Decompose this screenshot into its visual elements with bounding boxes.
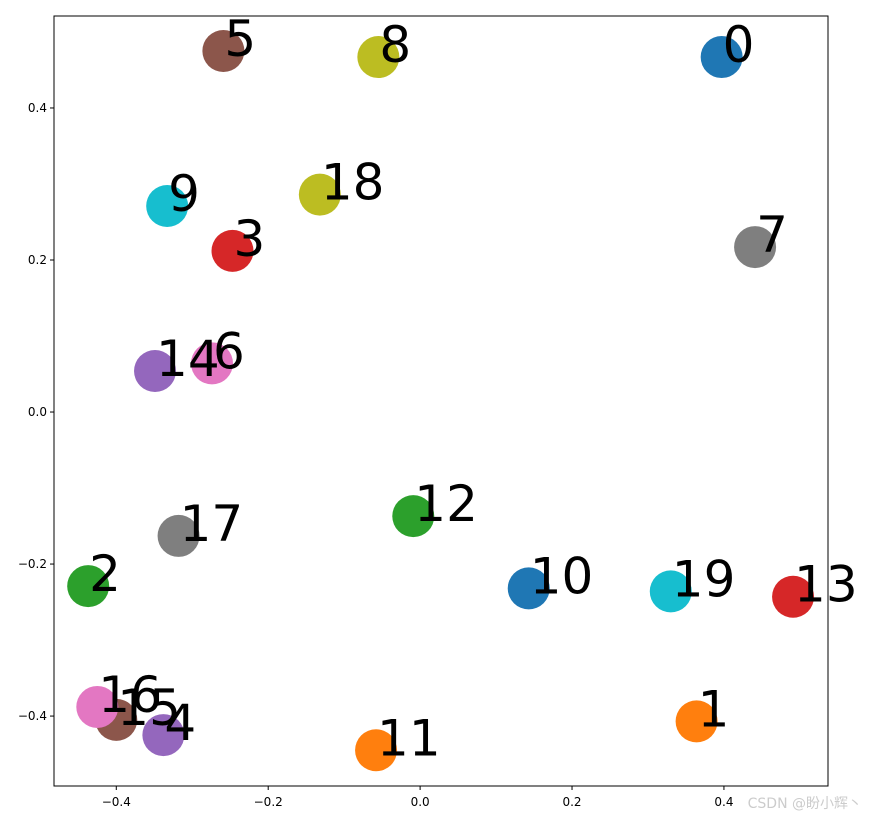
point xyxy=(202,29,245,72)
point xyxy=(357,36,400,79)
y-tick-label: 0.0 xyxy=(28,405,47,419)
point xyxy=(507,567,550,610)
point-label: 7 xyxy=(756,206,788,264)
y-tick-label: −0.4 xyxy=(18,709,47,723)
point xyxy=(146,185,189,228)
point-label: 0 xyxy=(723,16,755,74)
point-label: 2 xyxy=(89,545,121,603)
y-tick-label: −0.2 xyxy=(18,557,47,571)
point-label: 1 xyxy=(698,680,730,738)
point-label: 10 xyxy=(530,547,594,605)
point xyxy=(392,495,435,538)
x-tick-label: 0.4 xyxy=(714,795,733,809)
point xyxy=(734,226,777,269)
point xyxy=(67,565,110,608)
y-tick-label: 0.4 xyxy=(28,101,47,115)
watermark: CSDN @盼小辉丶 xyxy=(748,796,862,812)
point xyxy=(190,342,233,385)
x-tick-label: −0.2 xyxy=(254,795,283,809)
point xyxy=(649,570,692,613)
point-label: 15 xyxy=(117,679,181,737)
point-label: 12 xyxy=(414,475,478,533)
point-label: 14 xyxy=(156,330,220,388)
point-label: 19 xyxy=(672,550,736,608)
point xyxy=(298,173,341,216)
point xyxy=(700,36,743,79)
point-label: 16 xyxy=(98,666,162,724)
point xyxy=(134,349,177,392)
x-tick-label: 0.2 xyxy=(562,795,581,809)
point xyxy=(76,685,119,728)
point-label: 5 xyxy=(224,10,256,68)
point-label: 4 xyxy=(164,694,196,752)
point xyxy=(142,714,185,757)
y-tick-label: 0.2 xyxy=(28,253,47,267)
point-label: 3 xyxy=(233,210,265,268)
point-label: 13 xyxy=(794,556,858,614)
point-label: 8 xyxy=(379,16,411,74)
point xyxy=(157,514,200,557)
point-label: 11 xyxy=(377,709,441,767)
point xyxy=(211,229,254,272)
point xyxy=(772,575,815,618)
point-label: 18 xyxy=(321,154,385,212)
point-label: 9 xyxy=(168,165,200,223)
point xyxy=(355,729,398,772)
x-tick-label: 0.0 xyxy=(411,795,430,809)
plot-frame xyxy=(53,15,829,787)
point xyxy=(675,700,718,743)
point-label: 6 xyxy=(213,322,245,380)
x-tick-label: −0.4 xyxy=(102,795,131,809)
point-label: 17 xyxy=(180,495,244,553)
